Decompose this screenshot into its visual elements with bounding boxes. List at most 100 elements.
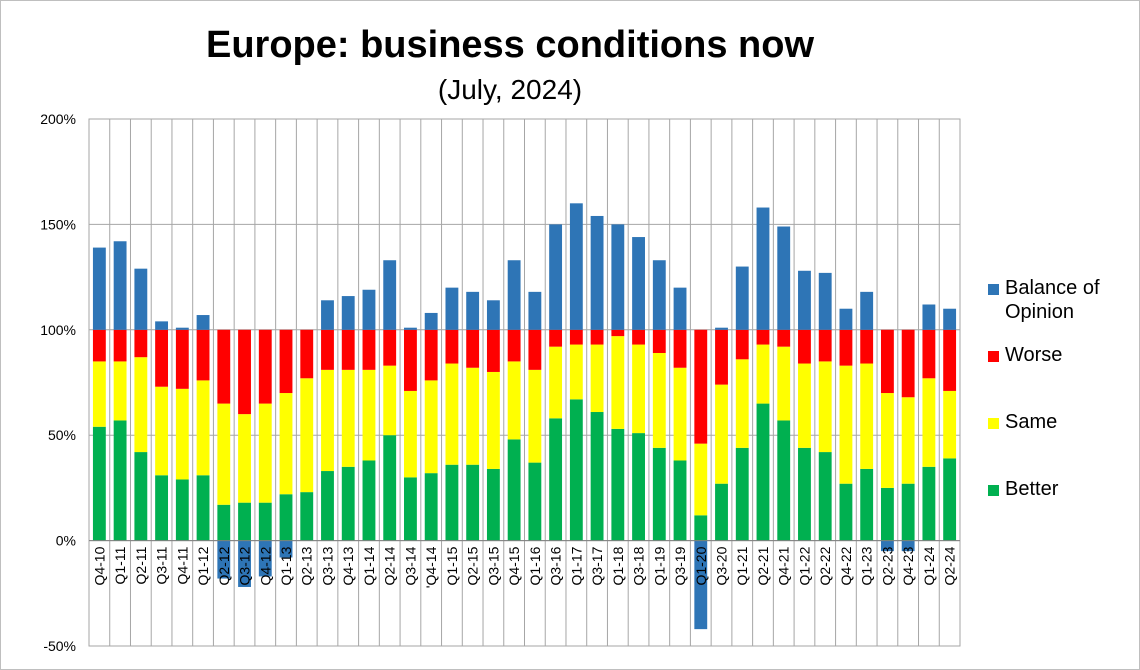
bar-balance-of-opinion: [735, 266, 749, 330]
bar-balance-of-opinion: [528, 291, 542, 330]
bar-better: [735, 447, 749, 541]
x-tick-label: Q1-16: [527, 546, 543, 585]
x-tick-label: Q2-24: [942, 546, 958, 585]
x-tick-label: Q4-12: [257, 546, 273, 585]
bar-balance-of-opinion: [383, 260, 397, 330]
bar-balance-of-opinion: [404, 327, 417, 330]
x-tick-label: Q1-14: [361, 546, 377, 585]
bar-balance-of-opinion: [715, 327, 728, 330]
bar-same: [839, 365, 853, 484]
bar-balance-of-opinion: [777, 226, 791, 330]
x-tick-label: Q4-15: [506, 546, 522, 585]
bar-same: [258, 403, 272, 503]
bar-better: [341, 466, 355, 541]
bar-balance-of-opinion: [258, 540, 272, 577]
bar-better: [922, 466, 936, 541]
x-tick-label: Q1-19: [651, 546, 667, 585]
bar-better: [321, 471, 334, 541]
bar-same: [818, 361, 832, 453]
x-tick-label: Q2-11: [133, 546, 149, 584]
bar-better: [549, 418, 563, 541]
legend-swatch-balance: [988, 284, 999, 295]
bar-same: [507, 361, 521, 440]
bar-better: [777, 420, 791, 541]
bar-worse: [155, 329, 169, 387]
bar-same: [486, 371, 500, 469]
bar-better: [113, 420, 127, 541]
legend-item-worse: Worse: [988, 343, 1125, 367]
y-tick-label: 100%: [40, 322, 76, 338]
x-tick-label: Q4-22: [838, 546, 854, 585]
bar-worse: [818, 329, 832, 362]
y-tick-label: 50%: [48, 427, 76, 443]
bar-better: [569, 399, 583, 541]
chart-title: Europe: business conditions now: [205, 24, 815, 66]
bar-same: [569, 344, 583, 400]
bar-better: [507, 439, 521, 541]
x-tick-label: Q2-23: [879, 546, 895, 585]
bar-balance-of-opinion: [569, 203, 583, 330]
bar-worse: [694, 329, 708, 444]
legend-item-same: Same: [988, 410, 1125, 434]
bar-balance-of-opinion: [113, 241, 127, 330]
x-tick-label: Q1-13: [278, 546, 294, 585]
bar-same: [611, 336, 625, 429]
bar-better: [424, 473, 438, 541]
bar-worse: [113, 329, 127, 362]
bar-same: [549, 346, 563, 419]
legend-swatch-better: [988, 485, 999, 496]
bar-balance-of-opinion: [486, 300, 500, 330]
bar-same: [715, 384, 728, 484]
bar-better: [715, 483, 728, 541]
bar-same: [466, 367, 480, 465]
bar-better: [652, 447, 666, 541]
x-tick-label: Q2-12: [216, 546, 232, 585]
bar-same: [590, 344, 604, 413]
bar-balance-of-opinion: [756, 207, 770, 330]
x-tick-label: Q2-14: [382, 546, 398, 585]
bar-balance-of-opinion: [175, 327, 189, 330]
bar-worse: [341, 329, 355, 370]
bar-worse: [880, 329, 894, 394]
bar-same: [735, 359, 749, 448]
x-tick-label: Q3-20: [714, 546, 730, 585]
legend-swatch-same: [988, 418, 999, 429]
bar-worse: [943, 329, 957, 391]
bar-worse: [383, 329, 397, 366]
bar-worse: [92, 329, 106, 362]
bar-better: [383, 435, 397, 541]
bar-balance-of-opinion: [673, 287, 687, 330]
bar-same: [528, 369, 542, 463]
x-tick-label: Q3-15: [485, 546, 501, 585]
bar-balance-of-opinion: [341, 296, 355, 330]
bar-worse: [404, 329, 417, 391]
bar-balance-of-opinion: [424, 312, 438, 330]
bar-better: [175, 479, 189, 541]
bar-worse: [279, 329, 293, 394]
x-tick-label: Q1-17: [568, 546, 584, 585]
bar-better: [404, 477, 417, 541]
bar-better: [362, 460, 376, 541]
bar-better: [860, 468, 874, 541]
bar-balance-of-opinion: [880, 540, 894, 552]
bar-better: [238, 502, 251, 541]
bar-same: [880, 393, 894, 488]
bar-better: [673, 460, 687, 541]
bar-same: [362, 369, 376, 461]
bar-same: [92, 361, 106, 427]
legend-label-same: Same: [1005, 411, 1058, 433]
bar-worse: [549, 329, 563, 347]
bar-worse: [321, 329, 334, 370]
bar-better: [901, 483, 915, 541]
bar-worse: [715, 329, 728, 385]
bar-same: [652, 352, 666, 448]
bar-same: [238, 414, 251, 503]
bar-better: [217, 504, 231, 541]
bar-better: [528, 462, 542, 541]
bar-same: [175, 388, 189, 480]
x-tick-label: Q4-11: [174, 546, 190, 584]
legend-swatch-worse: [988, 351, 999, 362]
x-tick-label: Q1-22: [796, 546, 812, 585]
bar-balance-of-opinion: [943, 308, 957, 330]
bar-balance-of-opinion: [901, 540, 915, 552]
